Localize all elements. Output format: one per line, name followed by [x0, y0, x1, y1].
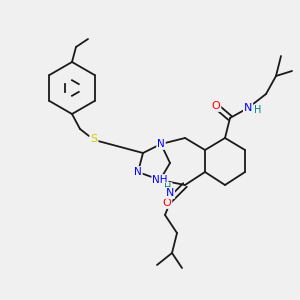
- Text: H: H: [254, 105, 262, 115]
- Text: NH: NH: [152, 175, 168, 185]
- Text: N: N: [244, 103, 252, 113]
- Text: O: O: [212, 101, 220, 111]
- Text: N: N: [166, 188, 174, 198]
- Text: O: O: [163, 198, 171, 208]
- Text: S: S: [90, 134, 98, 144]
- Text: H: H: [164, 183, 172, 193]
- Text: N: N: [157, 139, 165, 149]
- Text: N: N: [134, 167, 142, 177]
